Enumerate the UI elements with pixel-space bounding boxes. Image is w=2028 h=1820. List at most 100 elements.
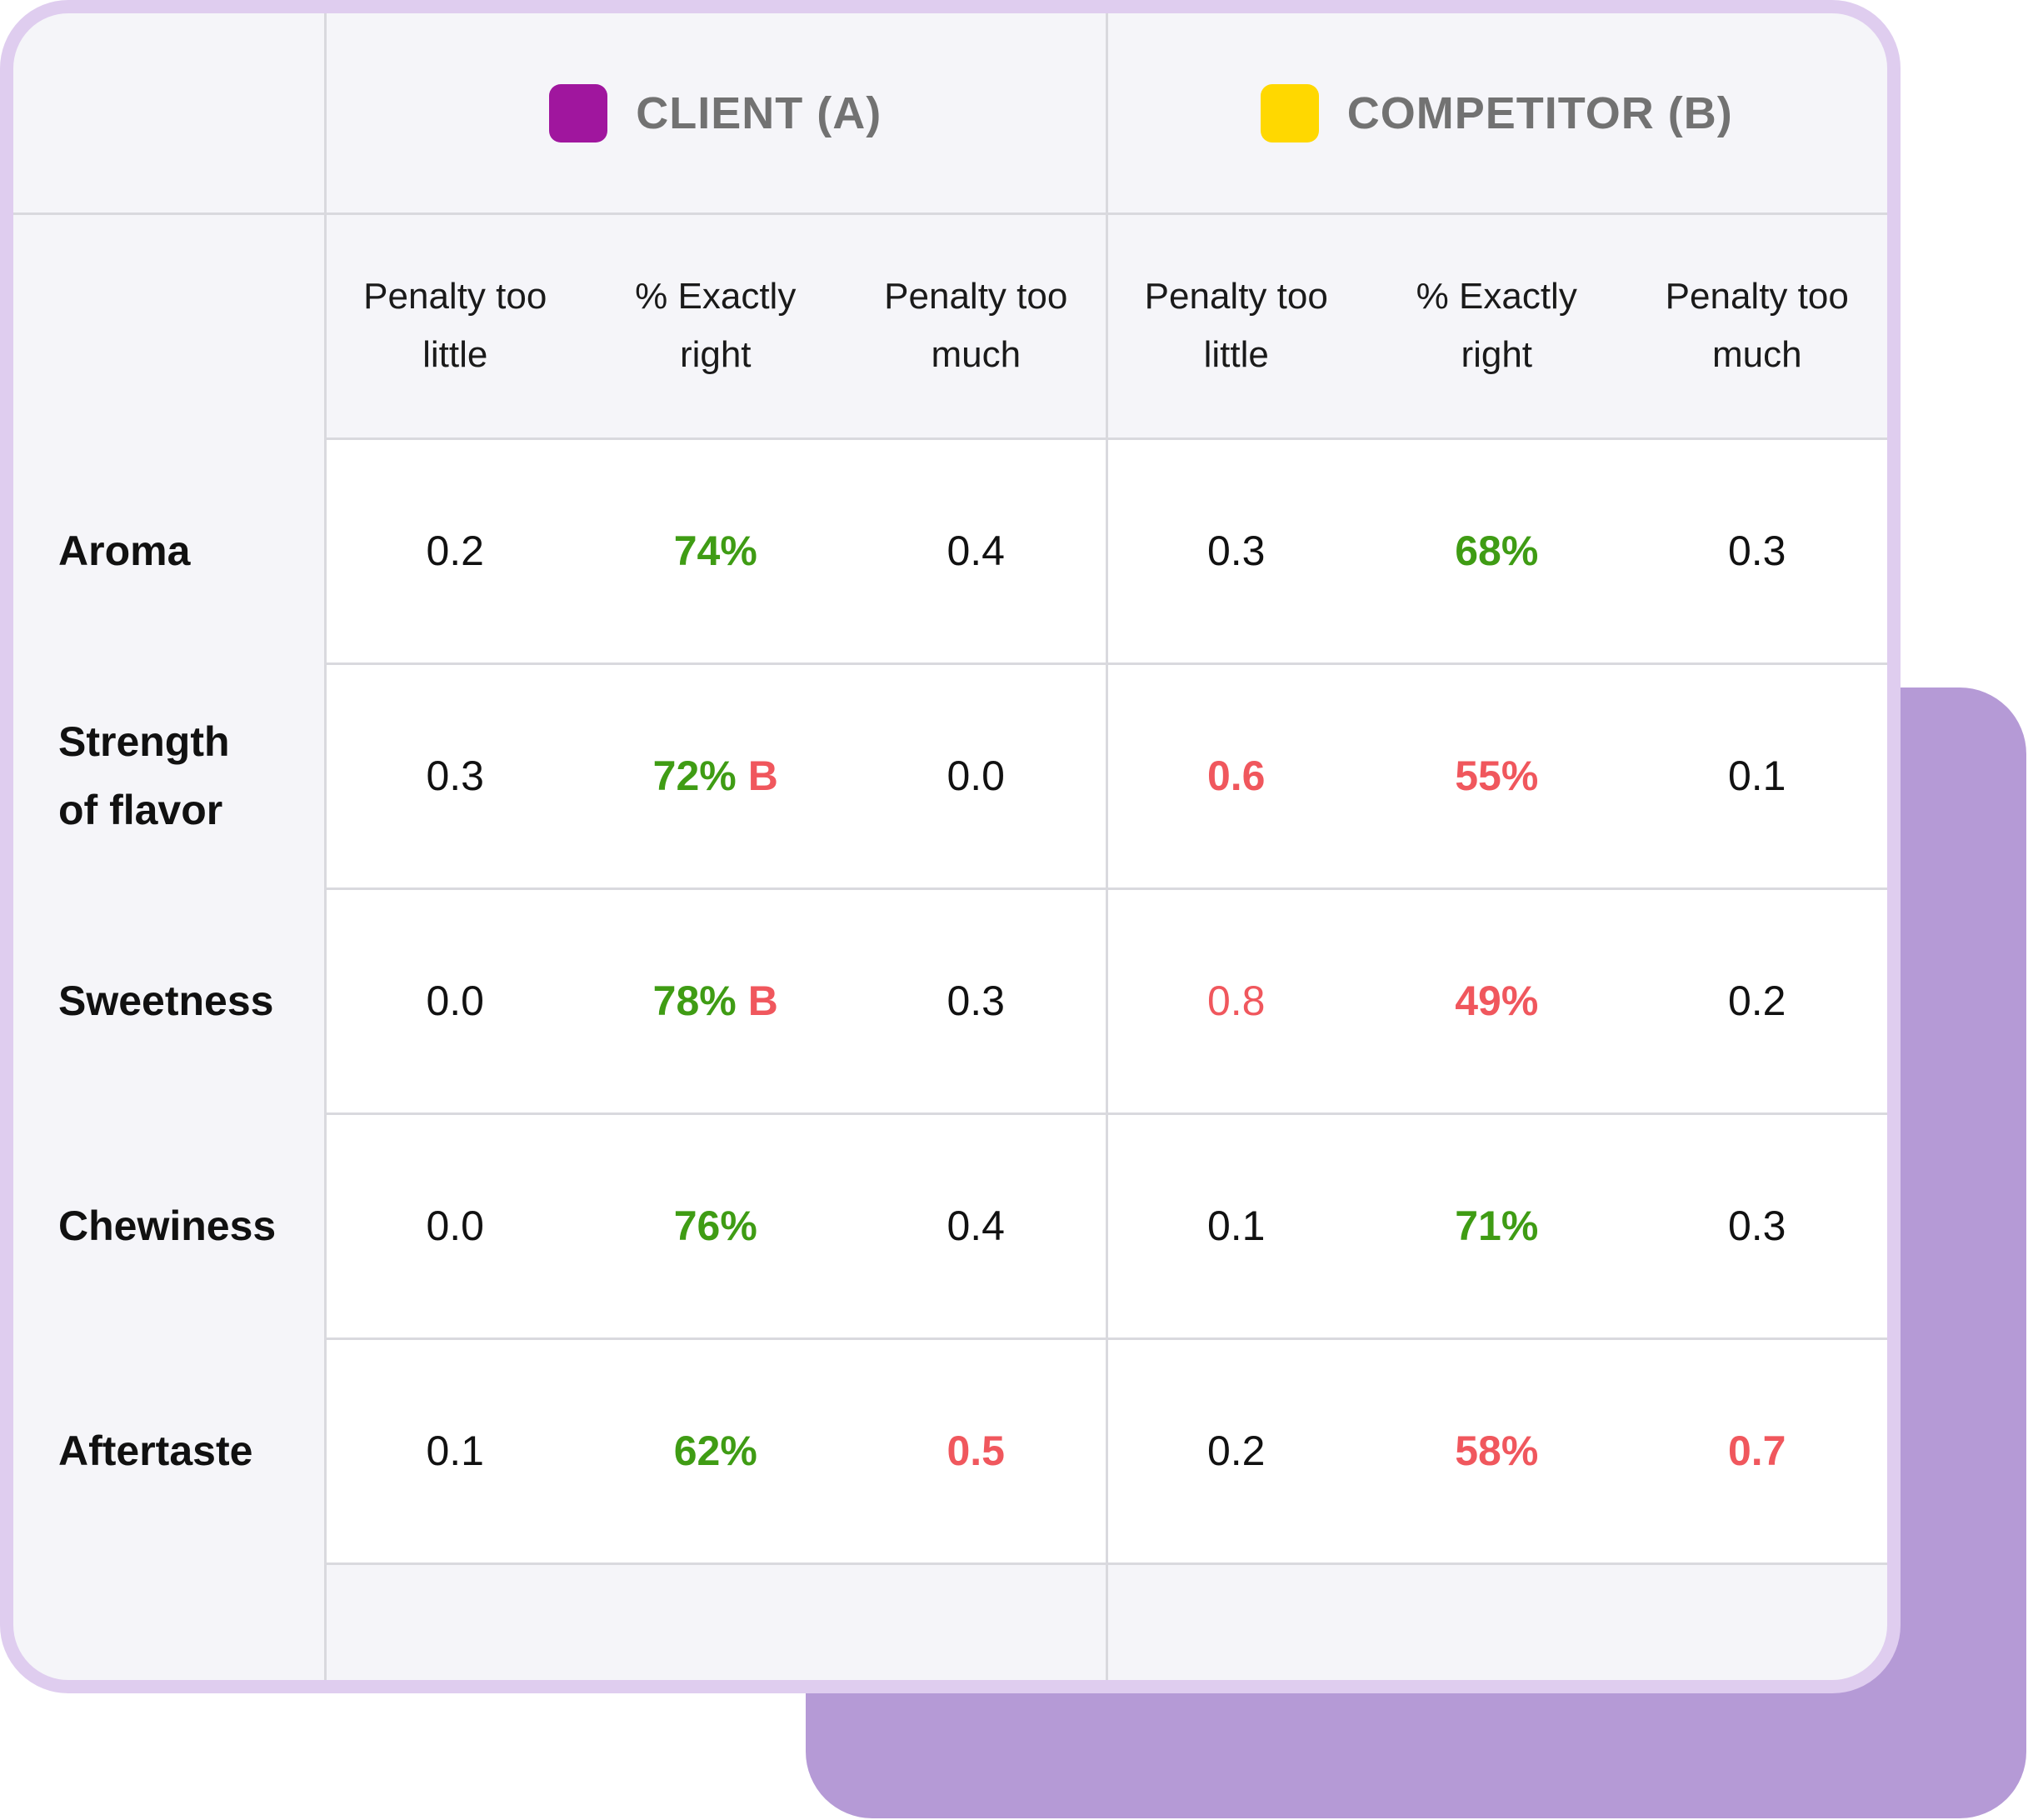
row-label-line: Aroma xyxy=(58,528,191,574)
cell-value: 0.6 xyxy=(1206,752,1266,799)
cell-value: 0.3 xyxy=(1727,1202,1786,1249)
table-cell-pct-exactly-right: 76% xyxy=(586,1113,847,1338)
cell-value: 0.4 xyxy=(947,1202,1005,1249)
cell-value: 72% xyxy=(652,752,737,799)
table-cell-penalty-too-much: 0.3 xyxy=(1627,1113,1888,1338)
column-header-text: Penalty too little xyxy=(363,268,547,384)
table-cell-pct-exactly-right: 74% xyxy=(586,438,847,663)
cell-value: 58% xyxy=(1455,1428,1539,1474)
column-header-competitor-penalty-too-little: Penalty too little xyxy=(1106,213,1367,438)
table-cell-pct-exactly-right: 62% xyxy=(586,1338,847,1563)
table-cell-pct-exactly-right: 68% xyxy=(1366,438,1627,663)
table-cell-penalty-too-little: 0.0 xyxy=(325,1113,586,1338)
column-header-text: Penalty too much xyxy=(884,268,1067,384)
grid-divider-vertical xyxy=(1105,13,1108,1680)
row-label-chewiness: Chewiness xyxy=(58,1113,333,1338)
column-header-line: much xyxy=(931,334,1021,375)
table-cell-penalty-too-little: 0.2 xyxy=(1106,1338,1367,1563)
row-label-aftertaste: Aftertaste xyxy=(58,1338,333,1563)
table-cell-penalty-too-little: 0.1 xyxy=(325,1338,586,1563)
cell-value: 62% xyxy=(673,1428,757,1474)
table-cell-penalty-too-little: 0.0 xyxy=(325,888,586,1113)
significance-marker: B xyxy=(747,978,778,1024)
row-label-line: Sweetness xyxy=(58,978,274,1024)
group-header-competitor: COMPETITOR (B) xyxy=(1106,13,1888,213)
cell-value: 78% xyxy=(652,978,737,1024)
column-header-line: little xyxy=(1203,334,1269,375)
table-cell-penalty-too-much: 0.3 xyxy=(1627,438,1888,663)
column-header-line: Penalty too xyxy=(884,276,1068,317)
table-cell-pct-exactly-right: 72% B xyxy=(586,663,847,888)
column-header-client-penalty-too-little: Penalty too little xyxy=(325,213,586,438)
column-header-line: Penalty too xyxy=(363,276,547,317)
cell-value: 0.2 xyxy=(426,528,484,574)
group-header-client: CLIENT (A) xyxy=(325,13,1106,213)
row-label-line: Aftertaste xyxy=(58,1428,253,1474)
column-header-client-penalty-too-much: Penalty too much xyxy=(846,213,1106,438)
cell-value: 74% xyxy=(673,528,757,574)
cell-value: 0.0 xyxy=(947,752,1005,799)
table-cell-penalty-too-little: 0.2 xyxy=(325,438,586,663)
column-header-line: right xyxy=(679,334,752,375)
row-label-strength-of-flavor: Strength of flavor xyxy=(58,663,333,888)
grid-divider-horizontal xyxy=(13,212,1887,215)
cell-value: 68% xyxy=(1455,528,1539,574)
grid-divider-horizontal xyxy=(325,1562,1887,1565)
column-header-text: Penalty too much xyxy=(1666,268,1849,384)
column-header-client-pct-exactly-right: % Exactly right xyxy=(586,213,847,438)
grid-divider-horizontal xyxy=(325,1112,1887,1115)
cell-value: 0.0 xyxy=(426,1202,484,1249)
table-cell-penalty-too-little: 0.8 xyxy=(1106,888,1367,1113)
table-cell-penalty-too-much: 0.2 xyxy=(1627,888,1888,1113)
group-label: COMPETITOR (B) xyxy=(1346,88,1733,138)
table-cell-penalty-too-little: 0.3 xyxy=(1106,438,1367,663)
row-label-sweetness: Sweetness xyxy=(58,888,333,1113)
penalty-analysis-table: CLIENT (A) COMPETITOR (B) Penalty too littl… xyxy=(0,0,1901,1693)
cell-value: 0.3 xyxy=(1727,528,1786,574)
cell-value: 0.3 xyxy=(1206,528,1266,574)
table-cell-pct-exactly-right: 49% xyxy=(1366,888,1627,1113)
cell-value: 0.5 xyxy=(947,1428,1005,1474)
table-cell-penalty-too-much: 0.1 xyxy=(1627,663,1888,888)
grid-divider-horizontal xyxy=(325,662,1887,665)
row-label-line: of flavor xyxy=(58,787,223,833)
cell-value: 0.4 xyxy=(947,528,1005,574)
row-label-line: Chewiness xyxy=(58,1202,277,1249)
column-header-text: % Exactly right xyxy=(1416,268,1577,384)
table-cell-pct-exactly-right: 78% B xyxy=(586,888,847,1113)
table-cell-penalty-too-much: 0.3 xyxy=(846,888,1106,1113)
group-color-swatch xyxy=(1260,84,1319,142)
cell-value: 0.1 xyxy=(1206,1202,1266,1249)
cell-value: 0.8 xyxy=(1206,978,1266,1024)
table-cell-penalty-too-much: 0.7 xyxy=(1627,1338,1888,1563)
cell-value: 0.1 xyxy=(426,1428,484,1474)
cell-value: 0.3 xyxy=(426,752,484,799)
group-color-swatch xyxy=(549,84,608,142)
column-header-text: Penalty too little xyxy=(1145,268,1328,384)
column-header-text: % Exactly right xyxy=(635,268,796,384)
group-label: CLIENT (A) xyxy=(636,88,882,138)
cell-value: 76% xyxy=(673,1202,757,1249)
grid-divider-horizontal xyxy=(325,438,1887,440)
table-cell-penalty-too-much: 0.5 xyxy=(846,1338,1106,1563)
cell-value: 0.2 xyxy=(1727,978,1786,1024)
cell-value: 0.3 xyxy=(947,978,1005,1024)
cell-value: 0.7 xyxy=(1727,1428,1786,1474)
column-header-line: Penalty too xyxy=(1665,276,1849,317)
grid-divider-horizontal xyxy=(325,1338,1887,1340)
column-header-line: Penalty too xyxy=(1144,276,1328,317)
cell-value: 0.0 xyxy=(426,978,484,1024)
cell-value: 0.2 xyxy=(1206,1428,1266,1474)
cell-value: 55% xyxy=(1455,752,1539,799)
cell-value: 0.1 xyxy=(1727,752,1786,799)
table-cell-pct-exactly-right: 58% xyxy=(1366,1338,1627,1563)
table-cell-penalty-too-little: 0.3 xyxy=(325,663,586,888)
table-cell-pct-exactly-right: 55% xyxy=(1366,663,1627,888)
significance-marker: B xyxy=(747,752,778,799)
column-header-line: much xyxy=(1711,334,1802,375)
column-header-line: % Exactly xyxy=(635,276,797,317)
column-header-line: % Exactly xyxy=(1416,276,1577,317)
table-cell-penalty-too-little: 0.1 xyxy=(1106,1113,1367,1338)
column-header-competitor-penalty-too-much: Penalty too much xyxy=(1627,213,1888,438)
row-label-aroma: Aroma xyxy=(58,438,333,663)
